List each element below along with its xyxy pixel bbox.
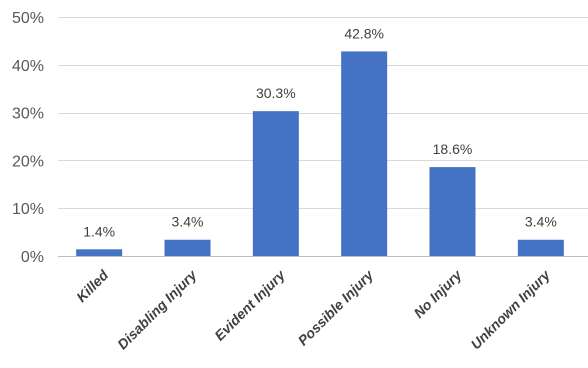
- y-tick-label: 20%: [12, 153, 44, 170]
- gridlines: [58, 17, 588, 209]
- data-label: 42.8%: [344, 25, 384, 41]
- category-label: Unknown Injury: [467, 266, 553, 352]
- bar-disabling-injury: [164, 239, 211, 256]
- y-tick-label: 30%: [12, 106, 44, 123]
- bar-possible-injury: [341, 51, 388, 256]
- data-labels: 1.4% 3.4% 30.3% 42.8% 18.6% 3.4%: [83, 25, 557, 239]
- category-label: Disabling Injury: [114, 266, 200, 352]
- category-label: Killed: [73, 266, 112, 305]
- category-label: Evident Injury: [211, 266, 289, 344]
- y-tick-label: 10%: [12, 201, 44, 218]
- bar-unknown-injury: [517, 239, 564, 256]
- bar-killed: [76, 249, 123, 256]
- category-label: No Injury: [410, 266, 465, 321]
- bar-evident-injury: [252, 111, 299, 256]
- y-axis-tick-labels: 0% 10% 20% 30% 40% 50%: [12, 10, 44, 266]
- data-label: 3.4%: [172, 214, 204, 230]
- y-tick-label: 50%: [12, 10, 44, 27]
- category-label: Possible Injury: [295, 266, 378, 349]
- bar-no-injury: [429, 167, 476, 256]
- bars: [76, 51, 564, 256]
- data-label: 3.4%: [525, 214, 557, 230]
- x-axis-category-labels: Killed Disabling Injury Evident Injury Poss…: [73, 266, 554, 352]
- data-label: 30.3%: [256, 85, 296, 101]
- data-label: 18.6%: [433, 141, 473, 157]
- y-tick-label: 40%: [12, 58, 44, 75]
- data-label: 1.4%: [83, 223, 115, 239]
- y-tick-label: 0%: [21, 249, 44, 266]
